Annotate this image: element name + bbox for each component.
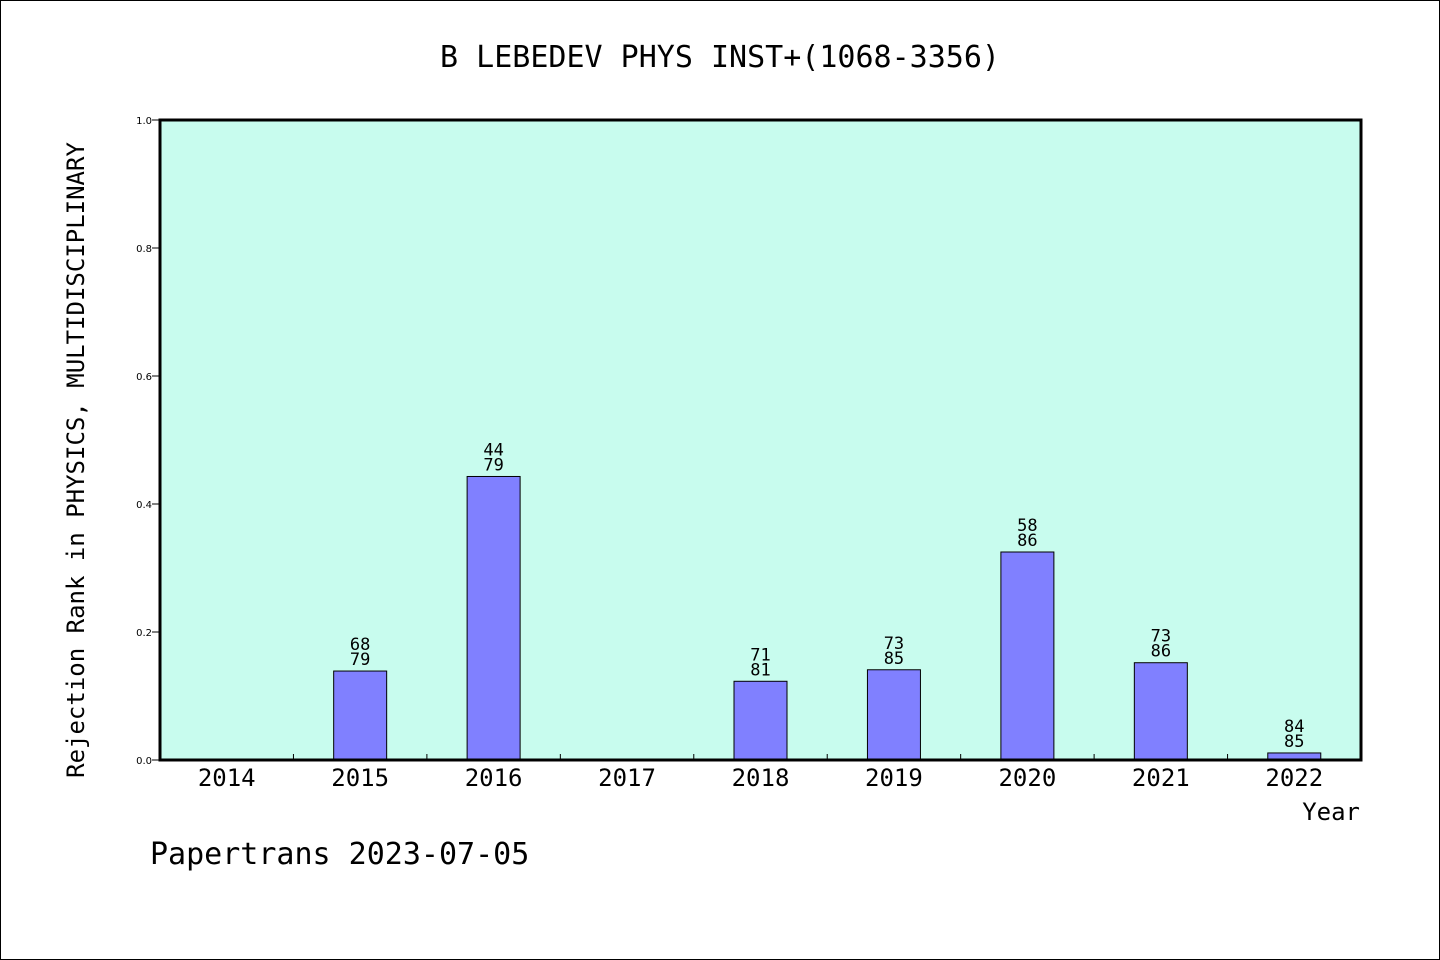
x-tick-label: 2019 <box>865 764 923 792</box>
x-tick-label: 2018 <box>732 764 790 792</box>
bar-2015 <box>333 670 388 761</box>
y-tick-label: 0.8 <box>136 244 152 255</box>
plot-area <box>158 118 1363 762</box>
bar-label-bottom: 79 <box>483 455 503 475</box>
chart-title: B LEBEDEV PHYS INST+(1068-3356) <box>440 40 1000 75</box>
x-tick-label: 2020 <box>998 764 1056 792</box>
y-axis-label: Rejection Rank in PHYSICS, MULTIDISCIPLI… <box>62 142 90 778</box>
x-tick-label: 2022 <box>1265 764 1323 792</box>
bar-label-top: 44 <box>483 440 503 460</box>
footer-text: Papertrans 2023-07-05 <box>150 837 529 872</box>
bar-label-top: 73 <box>1151 627 1171 647</box>
bar-label-top: 68 <box>350 635 370 655</box>
x-tick-label: 2017 <box>598 764 656 792</box>
y-tick-label: 1.0 <box>136 116 152 127</box>
bar-label-bottom: 86 <box>1151 642 1171 662</box>
x-tick-label: 2014 <box>198 764 256 792</box>
bar-2021 <box>1133 662 1188 761</box>
bar-label-top: 71 <box>750 645 770 665</box>
bar-label-bottom: 86 <box>1017 531 1037 551</box>
bar-label-bottom: 85 <box>884 649 904 669</box>
bar-2016 <box>466 475 521 761</box>
bar-label-top: 58 <box>1017 516 1037 536</box>
x-axis-label: Year <box>1302 798 1360 826</box>
bar-label-bottom: 79 <box>350 650 370 670</box>
bar-2020 <box>1000 551 1055 761</box>
plot-border <box>158 118 1363 762</box>
x-tick-label: 2016 <box>465 764 523 792</box>
x-tick-label: 2021 <box>1132 764 1190 792</box>
y-tick-label: 0.2 <box>136 628 152 639</box>
bar-label-bottom: 85 <box>1284 732 1304 752</box>
bar-label-top: 84 <box>1284 717 1304 737</box>
y-tick-label: 0.6 <box>136 372 152 383</box>
x-tick-label: 2015 <box>331 764 389 792</box>
y-tick-label: 0.4 <box>136 500 152 511</box>
bar-label-top: 73 <box>884 634 904 654</box>
y-tick-label: 0.0 <box>136 756 152 767</box>
bar-label-bottom: 81 <box>750 660 770 680</box>
bar-2019 <box>866 669 921 761</box>
bar-2018 <box>733 680 788 761</box>
